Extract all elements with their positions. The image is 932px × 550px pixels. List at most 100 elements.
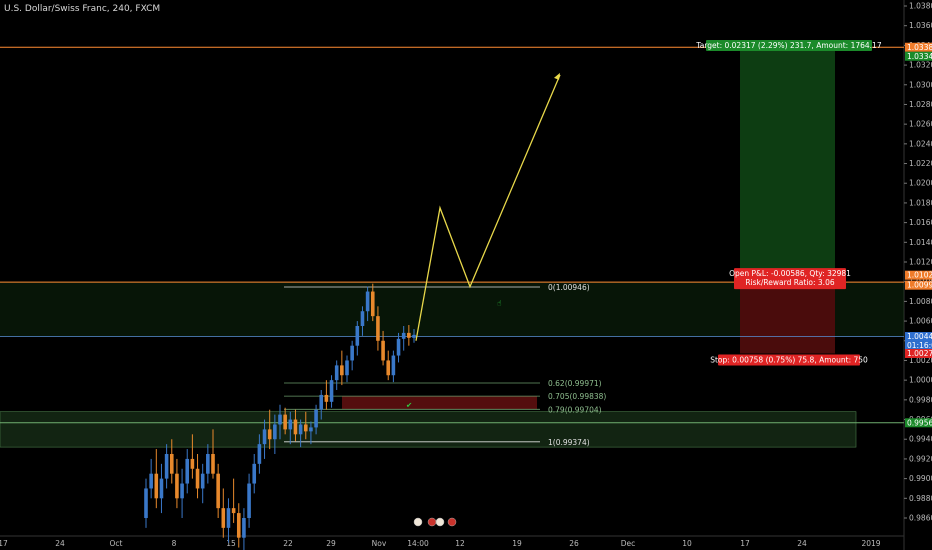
x-tick-label: 14:00: [407, 539, 429, 548]
y-tick-label: 0.99400: [909, 435, 932, 444]
candle-body: [314, 409, 318, 428]
fib-level-label: 0.62(0.99971): [548, 379, 602, 388]
price-tag-bg: [905, 280, 932, 290]
x-tick-label: 17: [740, 539, 750, 548]
y-tick-label: 0.98800: [909, 494, 932, 503]
open-pnl-label-text: Risk/Reward Ratio: 3.06: [745, 278, 834, 287]
candle-body: [206, 454, 210, 474]
candle-body: [324, 394, 329, 402]
projection-arrowhead: [554, 72, 560, 80]
candle-body: [257, 444, 262, 464]
y-tick-label: 1.00000: [909, 376, 932, 385]
y-tick-label: 1.02800: [909, 100, 932, 109]
y-tick-label: 1.03200: [909, 61, 932, 70]
y-tick-label: 1.03600: [909, 21, 932, 30]
candle-body: [159, 478, 164, 499]
target-label: Target: 0.02317 (2.29%) 231.7, Amount: 1…: [695, 40, 882, 51]
x-tick-label: Oct: [110, 539, 123, 548]
candle-body: [211, 454, 215, 474]
price-tag: 1.00443: [905, 332, 932, 342]
candle-body: [231, 508, 236, 514]
price-tag: 1.00995: [905, 280, 932, 290]
stop-label-text: Stop: 0.00758 (0.75%) 75.8, Amount: 750: [710, 355, 868, 364]
x-tick-label: 12: [455, 539, 465, 548]
candle-body: [309, 427, 313, 432]
price-tag-text: 01:16:09: [907, 341, 932, 350]
candle-body: [365, 291, 370, 312]
candle-body: [154, 473, 159, 499]
symbol-title: U.S. Dollar/Swiss Franc, 240, FXCM: [4, 4, 161, 14]
candle-body: [278, 414, 282, 425]
y-tick-label: 1.01200: [909, 258, 932, 267]
candle-body: [267, 429, 272, 440]
candle-body: [273, 424, 277, 440]
candle-body: [200, 473, 205, 489]
check-icon: ✔: [406, 400, 412, 409]
thumb-icon: ☝: [497, 298, 502, 307]
candle-body: [381, 340, 385, 361]
price-tag-bg: [905, 341, 932, 351]
candle-body: [288, 419, 293, 430]
price-tag-text: 1.00443: [907, 332, 932, 341]
candle-body: [216, 473, 220, 509]
price-tag-bg: [905, 42, 932, 52]
open-pnl-label-text: Open P&L: -0.00586, Qty: 32981: [729, 269, 851, 278]
y-tick-label: 0.98600: [909, 514, 932, 523]
candle-body: [345, 360, 349, 376]
x-tick-label: Dec: [621, 539, 636, 548]
candle-body: [391, 355, 396, 376]
y-tick-label: 1.03800: [909, 2, 932, 11]
event-flag-icon: [447, 517, 457, 527]
candle-body: [262, 429, 267, 445]
x-tick-label: 15: [226, 539, 236, 548]
x-tick-label: 22: [283, 539, 293, 548]
price-tag-bg: [905, 418, 932, 428]
candle-body: [376, 316, 380, 341]
price-tag-text: 1.03346: [907, 52, 932, 61]
target-label-bg: [706, 40, 872, 51]
candle-body: [350, 345, 354, 361]
candle-body: [396, 338, 401, 356]
price-tag-text: 1.00271: [907, 349, 932, 358]
price-tag: 1.00271: [905, 348, 932, 358]
target-label-text: Target: 0.02317 (2.29%) 231.7, Amount: 1…: [695, 41, 881, 50]
price-tag: 1.01029: [905, 270, 932, 280]
open-pnl-label: Open P&L: -0.00586, Qty: 32981Risk/Rewar…: [729, 268, 851, 290]
candle-body: [242, 518, 246, 538]
x-tick-label: 24: [797, 539, 807, 548]
event-flag-icon: [427, 517, 437, 527]
candle-body: [303, 424, 308, 432]
candle-body: [144, 488, 148, 518]
candle-body: [340, 365, 344, 376]
candle-body: [401, 332, 406, 339]
price-tag-bg: [905, 270, 932, 280]
y-tick-label: 1.00600: [909, 317, 932, 326]
fib-level-label: 1(0.99374): [548, 438, 590, 447]
y-tick-label: 1.00200: [909, 356, 932, 365]
candle-body: [334, 365, 339, 381]
stop-label-bg: [718, 354, 860, 366]
candle-body: [412, 334, 416, 338]
y-tick-label: 1.01800: [909, 198, 932, 207]
price-tag: 1.03346: [905, 51, 932, 61]
target-zone: [740, 47, 835, 283]
y-tick-label: 0.99000: [909, 474, 932, 483]
y-tick-label: 1.02200: [909, 159, 932, 168]
x-tick-label: 26: [569, 539, 579, 548]
x-tick-label: 8: [172, 539, 177, 548]
candle-body: [293, 419, 298, 435]
candle-body: [149, 473, 153, 489]
fib-golden-zone: [342, 396, 537, 410]
candle-body: [298, 424, 303, 435]
candle-body: [180, 483, 184, 499]
candle-body: [236, 513, 241, 538]
candle-body: [386, 360, 391, 376]
fib-level-label: 0.79(0.99704): [548, 405, 602, 414]
y-tick-label: 1.03000: [909, 80, 932, 89]
y-tick-label: 1.02400: [909, 139, 932, 148]
price-tag: 01:16:09: [905, 341, 932, 351]
projection-path: [415, 74, 561, 341]
